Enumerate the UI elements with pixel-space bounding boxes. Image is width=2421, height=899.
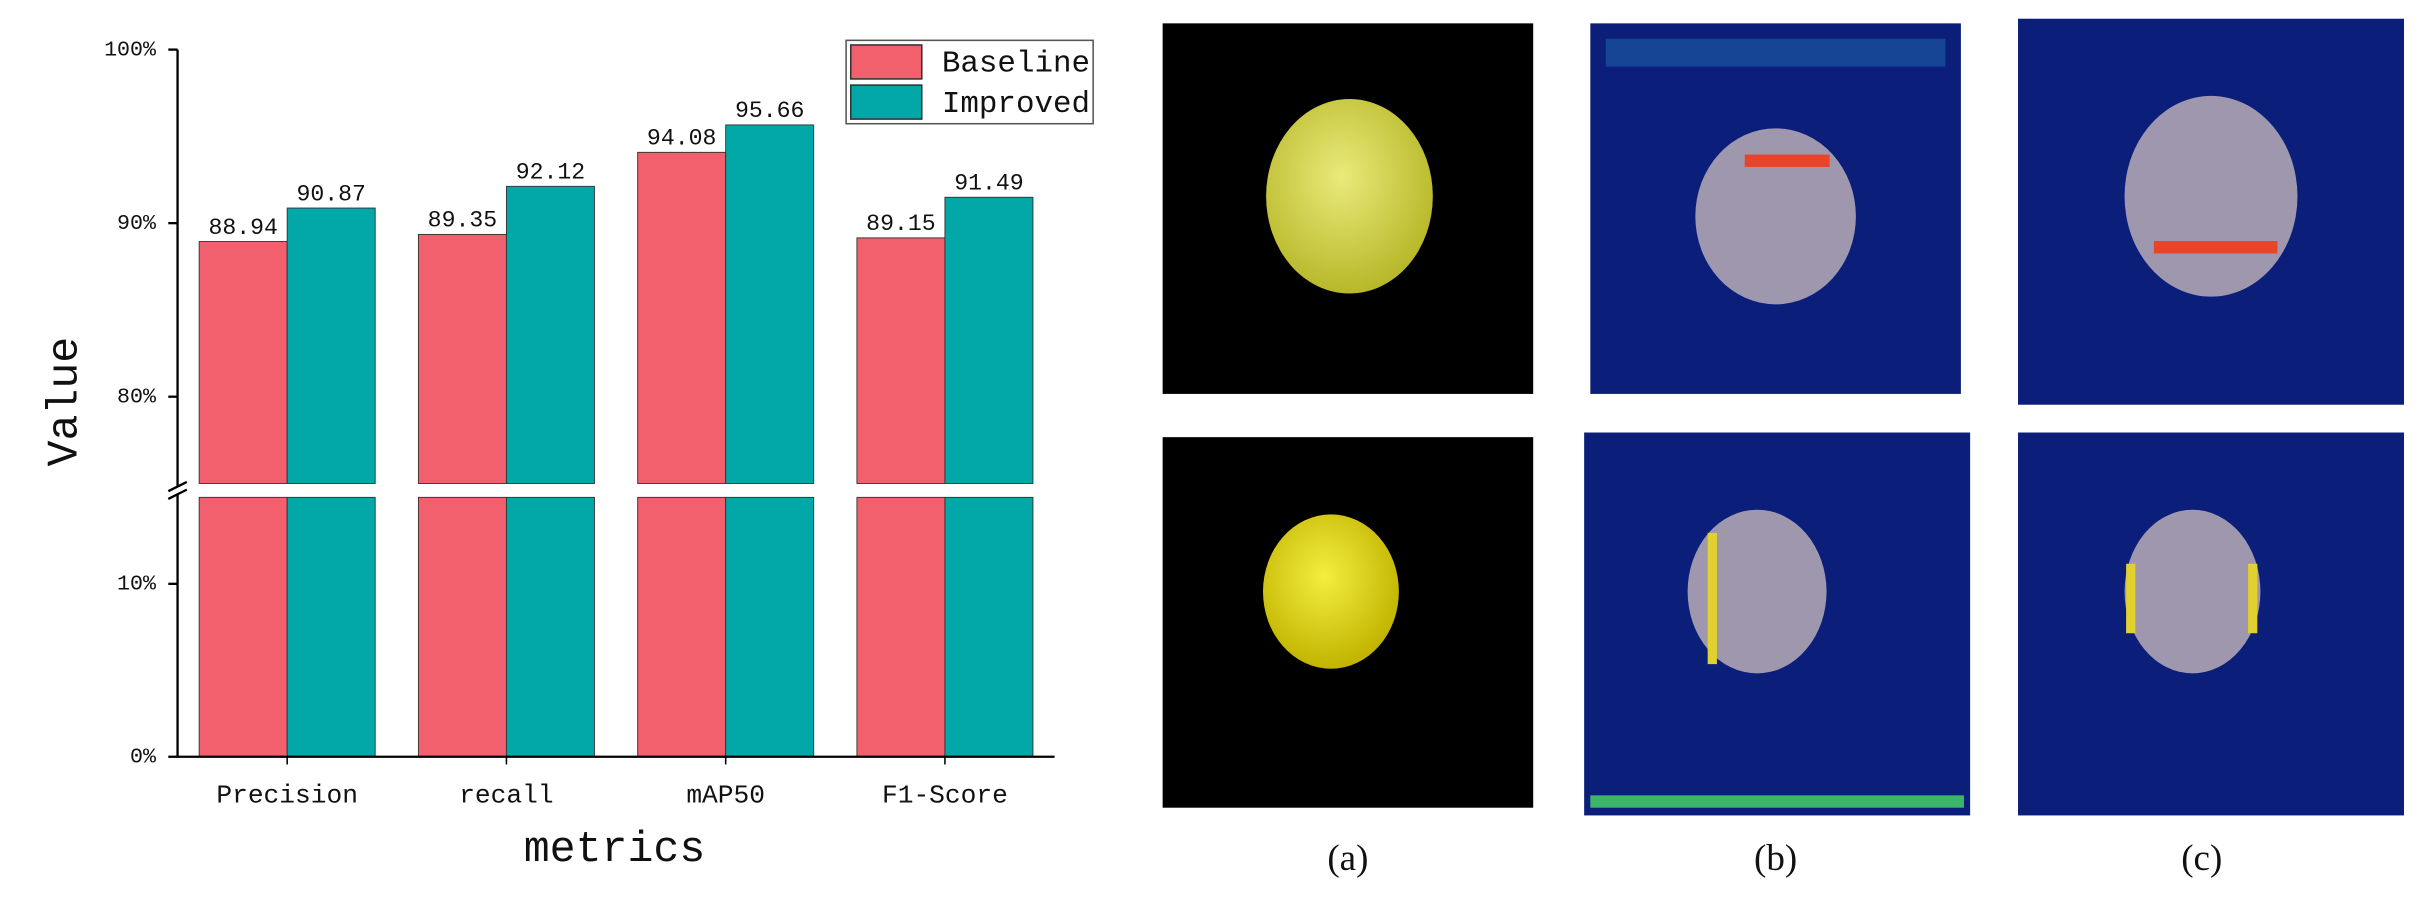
value-label: 88.94 bbox=[208, 215, 277, 241]
heat bbox=[1605, 38, 1946, 67]
bar-lower bbox=[637, 496, 727, 758]
bar-lower bbox=[286, 496, 376, 758]
heat bbox=[1744, 154, 1830, 167]
value-label: 90.87 bbox=[296, 181, 365, 207]
y-tick-label: 90% bbox=[117, 212, 156, 236]
bar-upper bbox=[856, 237, 946, 484]
fruit bbox=[1266, 99, 1433, 294]
fruit-overlay bbox=[1695, 128, 1856, 305]
bar-lower bbox=[198, 496, 288, 758]
y-tick-label: 100% bbox=[104, 38, 156, 62]
x-tick-label: Precision bbox=[216, 780, 358, 810]
fruit-overlay bbox=[1687, 509, 1827, 674]
bar-upper bbox=[286, 207, 376, 484]
bar-lower bbox=[505, 496, 595, 758]
bar-upper bbox=[198, 241, 288, 484]
heat bbox=[2126, 563, 2136, 634]
x-axis-label: metrics bbox=[524, 825, 706, 874]
value-label: 95.66 bbox=[735, 98, 804, 124]
legend-swatch bbox=[849, 84, 923, 120]
value-label: 89.35 bbox=[428, 208, 497, 234]
legend-swatch bbox=[849, 44, 923, 80]
bar-lower bbox=[856, 496, 946, 758]
heat bbox=[1707, 532, 1717, 665]
fruit-overlay bbox=[2124, 509, 2261, 674]
value-label: 89.15 bbox=[866, 211, 935, 237]
legend-label: Improved bbox=[942, 87, 1090, 122]
panel-label: (a) bbox=[1327, 838, 1368, 879]
panel-label: (b) bbox=[1754, 838, 1797, 879]
y-tick-label: 80% bbox=[117, 385, 156, 409]
value-label: 92.12 bbox=[516, 160, 585, 186]
x-tick-label: recall bbox=[459, 780, 553, 810]
axis-break bbox=[167, 480, 188, 493]
fruit bbox=[1262, 514, 1399, 669]
value-label: 94.08 bbox=[647, 126, 716, 152]
bar-upper bbox=[637, 151, 727, 484]
y-tick-label: 0% bbox=[130, 745, 156, 769]
y-tick-label: 10% bbox=[117, 573, 156, 597]
panel-label: (c) bbox=[2181, 838, 2222, 879]
x-tick-label: mAP50 bbox=[686, 780, 765, 810]
bar-upper bbox=[417, 233, 507, 484]
heat bbox=[1590, 795, 1964, 808]
heat bbox=[2153, 241, 2278, 254]
axis-break bbox=[167, 488, 188, 500]
bar-upper bbox=[725, 124, 815, 484]
bar-upper bbox=[944, 196, 1034, 484]
value-label: 91.49 bbox=[954, 171, 1023, 197]
x-tick-label: F1-Score bbox=[882, 780, 1008, 810]
bar-lower bbox=[417, 496, 507, 758]
image-panels bbox=[1162, 18, 2405, 816]
bar-upper bbox=[505, 185, 595, 484]
fruit-overlay bbox=[2124, 95, 2298, 297]
bar-lower bbox=[944, 496, 1034, 758]
bar-lower bbox=[725, 496, 815, 758]
heat bbox=[2248, 563, 2258, 634]
y-axis-label: Value bbox=[40, 337, 89, 467]
legend-label: Baseline bbox=[942, 47, 1090, 82]
